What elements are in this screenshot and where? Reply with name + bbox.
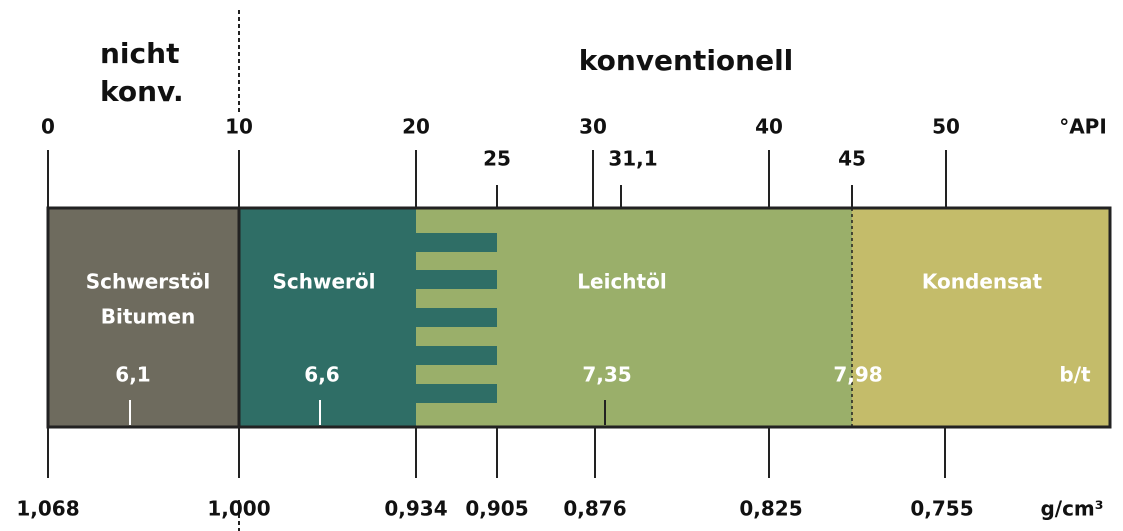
api-tick-label: 40 <box>755 115 783 139</box>
transition-stripes <box>416 233 497 403</box>
segment-label: Schweröl <box>273 270 376 294</box>
yield-unit: b/t <box>1059 363 1091 387</box>
density-tick-label: 0,755 <box>910 497 973 521</box>
density-tick-label: 0,934 <box>384 497 447 521</box>
yield-label: 6,1 <box>115 363 150 387</box>
yield-label: 7,98 <box>833 363 882 387</box>
api-tick-label: 0 <box>41 115 55 139</box>
api-mark-label: 31,1 <box>608 147 657 171</box>
api-tick-label: 20 <box>402 115 430 139</box>
yield-label: 6,6 <box>304 363 339 387</box>
api-tick-label: 30 <box>579 115 607 139</box>
api-mark-label: 45 <box>838 147 866 171</box>
bar-outline <box>46 206 1112 429</box>
segment-label: Leichtöl <box>577 270 666 294</box>
api-tick-label: 50 <box>932 115 960 139</box>
api-unit: °API <box>1059 115 1107 139</box>
segment-schweroel <box>239 208 416 427</box>
header-left: nicht <box>100 37 179 70</box>
segment-label: Bitumen <box>101 305 196 329</box>
segment-leichtoel <box>497 208 852 427</box>
header-right: konventionell <box>579 44 794 77</box>
density-tick-label: 1,068 <box>16 497 79 521</box>
header-left: konv. <box>100 75 184 108</box>
api-tick-label: 10 <box>225 115 253 139</box>
density-tick-label: 0,905 <box>465 497 528 521</box>
density-unit: g/cm³ <box>1040 497 1103 521</box>
segment-heavy <box>48 208 239 427</box>
yield-label: 7,35 <box>582 363 631 387</box>
segment-kondensat <box>852 208 1110 427</box>
density-tick-label: 0,825 <box>739 497 802 521</box>
density-tick-label: 0,876 <box>563 497 626 521</box>
density-tick-label: 1,000 <box>207 497 270 521</box>
segment-label: Schwerstöl <box>86 270 210 294</box>
segment-label: Kondensat <box>922 270 1043 294</box>
api-mark-label: 25 <box>483 147 511 171</box>
